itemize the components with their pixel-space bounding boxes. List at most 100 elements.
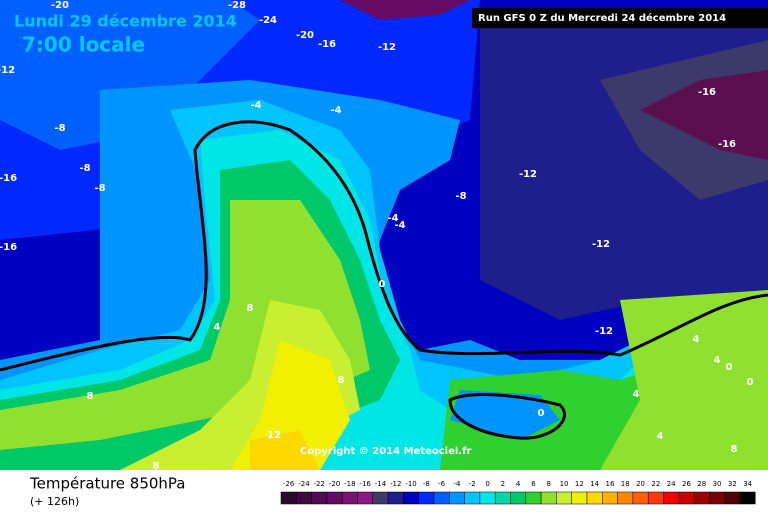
legend-label: 6 [531, 480, 536, 488]
footer [0, 470, 768, 512]
contour-label: 4 [657, 431, 664, 442]
legend-label: 34 [743, 480, 752, 488]
legend-label: -24 [298, 480, 310, 488]
contour-label: 12 [267, 430, 281, 441]
legend-swatch [387, 491, 404, 505]
contour-label: -16 [0, 173, 17, 184]
legend-label: -2 [469, 480, 476, 488]
legend-label: -8 [423, 480, 430, 488]
run-info: Run GFS 0 Z du Mercredi 24 décembre 2014 [478, 12, 726, 24]
contour-label: 8 [87, 391, 94, 402]
legend-label: 24 [667, 480, 676, 488]
legend-label: 2 [501, 480, 505, 488]
contour-label: -4 [394, 220, 405, 231]
contour-labels: -28-24-20-16-12-20-12-8-8-8-16-16-4-4-4-… [0, 0, 754, 472]
legend-label: -12 [390, 480, 401, 488]
contour-label: -12 [519, 169, 537, 180]
contour-label: -8 [79, 163, 90, 174]
contour-label: -12 [595, 326, 613, 337]
color-legend: -26 -24 -22 -20 -18 -16 -14 -12 -10 -8 -6 -4 -2 0 2 4 6 8… [280, 480, 756, 505]
contour-label: -8 [455, 191, 466, 202]
legend-swatch [296, 491, 312, 505]
contour-label: -4 [330, 105, 341, 116]
contour-label: -16 [718, 139, 736, 150]
footer-title: Température 850hPa [29, 475, 186, 493]
legend-label: -18 [344, 480, 355, 488]
footer-lead: (+ 126h) [30, 495, 79, 508]
contour-label: -12 [592, 239, 610, 250]
contour-label: 0 [747, 377, 754, 388]
legend-swatch [403, 491, 419, 505]
legend-label: 16 [605, 480, 614, 488]
date-title: Lundi 29 décembre 2014 [14, 12, 237, 31]
legend-swatch [709, 491, 725, 505]
legend-swatch [449, 491, 465, 505]
contour-label: -28 [228, 0, 246, 11]
contour-label: 8 [731, 444, 738, 455]
legend-label: -20 [329, 480, 340, 488]
legend-swatch [479, 491, 496, 505]
legend-swatch [632, 491, 649, 505]
legend-swatch [357, 491, 374, 505]
legend-label: -14 [375, 480, 387, 488]
legend-swatch [311, 491, 328, 505]
contour-label: -20 [51, 0, 69, 11]
legend-label: 18 [621, 480, 630, 488]
contour-label: 0 [726, 362, 733, 373]
contour-label: 8 [247, 303, 254, 314]
legend-swatch [602, 491, 618, 505]
contour-label: -16 [0, 242, 17, 253]
legend-label: 12 [575, 480, 584, 488]
contour-label: 8 [338, 375, 345, 386]
map-background [0, 0, 768, 470]
legend-label: 20 [636, 480, 645, 488]
legend-swatch [464, 491, 481, 505]
copyright: Copyright © 2014 Meteociel.fr [300, 446, 471, 457]
legend-label: -4 [453, 480, 461, 488]
legend-swatch [556, 491, 572, 505]
legend-swatch [663, 491, 680, 505]
legend-swatch [494, 491, 511, 505]
legend-label: 28 [697, 480, 706, 488]
legend-label: -16 [359, 480, 371, 488]
legend-swatch [586, 491, 603, 505]
contour-label: -12 [0, 65, 15, 76]
contour-label: -8 [54, 123, 65, 134]
run-box [472, 8, 768, 28]
legend-swatch [571, 491, 588, 505]
legend-swatch [617, 491, 634, 505]
legend-label: -22 [314, 480, 325, 488]
legend-label: 10 [560, 480, 569, 488]
contour-label: -4 [250, 100, 261, 111]
contour-label: 0 [379, 279, 386, 290]
legend-label: 30 [713, 480, 722, 488]
legend-swatch [540, 491, 557, 505]
legend-label: -26 [283, 480, 295, 488]
legend-swatch [326, 491, 343, 505]
contour-label: 0 [538, 408, 545, 419]
contour-label: -4 [387, 213, 398, 224]
legend-swatch [510, 491, 527, 505]
legend-swatch [647, 491, 664, 505]
legend-swatch [418, 491, 435, 505]
legend-swatch [372, 491, 389, 505]
contour-label: 4 [633, 389, 640, 400]
legend-swatch [693, 491, 710, 505]
legend-swatch [280, 491, 297, 505]
contour-label: -20 [296, 30, 314, 41]
legend-label: -6 [438, 480, 446, 488]
contour-label: -24 [259, 15, 277, 26]
contour-label: -16 [698, 87, 716, 98]
contour-label: -12 [378, 42, 396, 53]
legend-label: -10 [405, 480, 416, 488]
legend-swatch [678, 491, 695, 505]
contour-label: -8 [94, 183, 105, 194]
legend-label: 26 [682, 480, 691, 488]
legend-swatch [433, 491, 450, 505]
legend-swatch [525, 491, 542, 505]
legend-label: 22 [651, 480, 660, 488]
contour-label: 8 [153, 461, 160, 472]
contour-label: 4 [693, 334, 700, 345]
legend-swatch [341, 491, 358, 505]
